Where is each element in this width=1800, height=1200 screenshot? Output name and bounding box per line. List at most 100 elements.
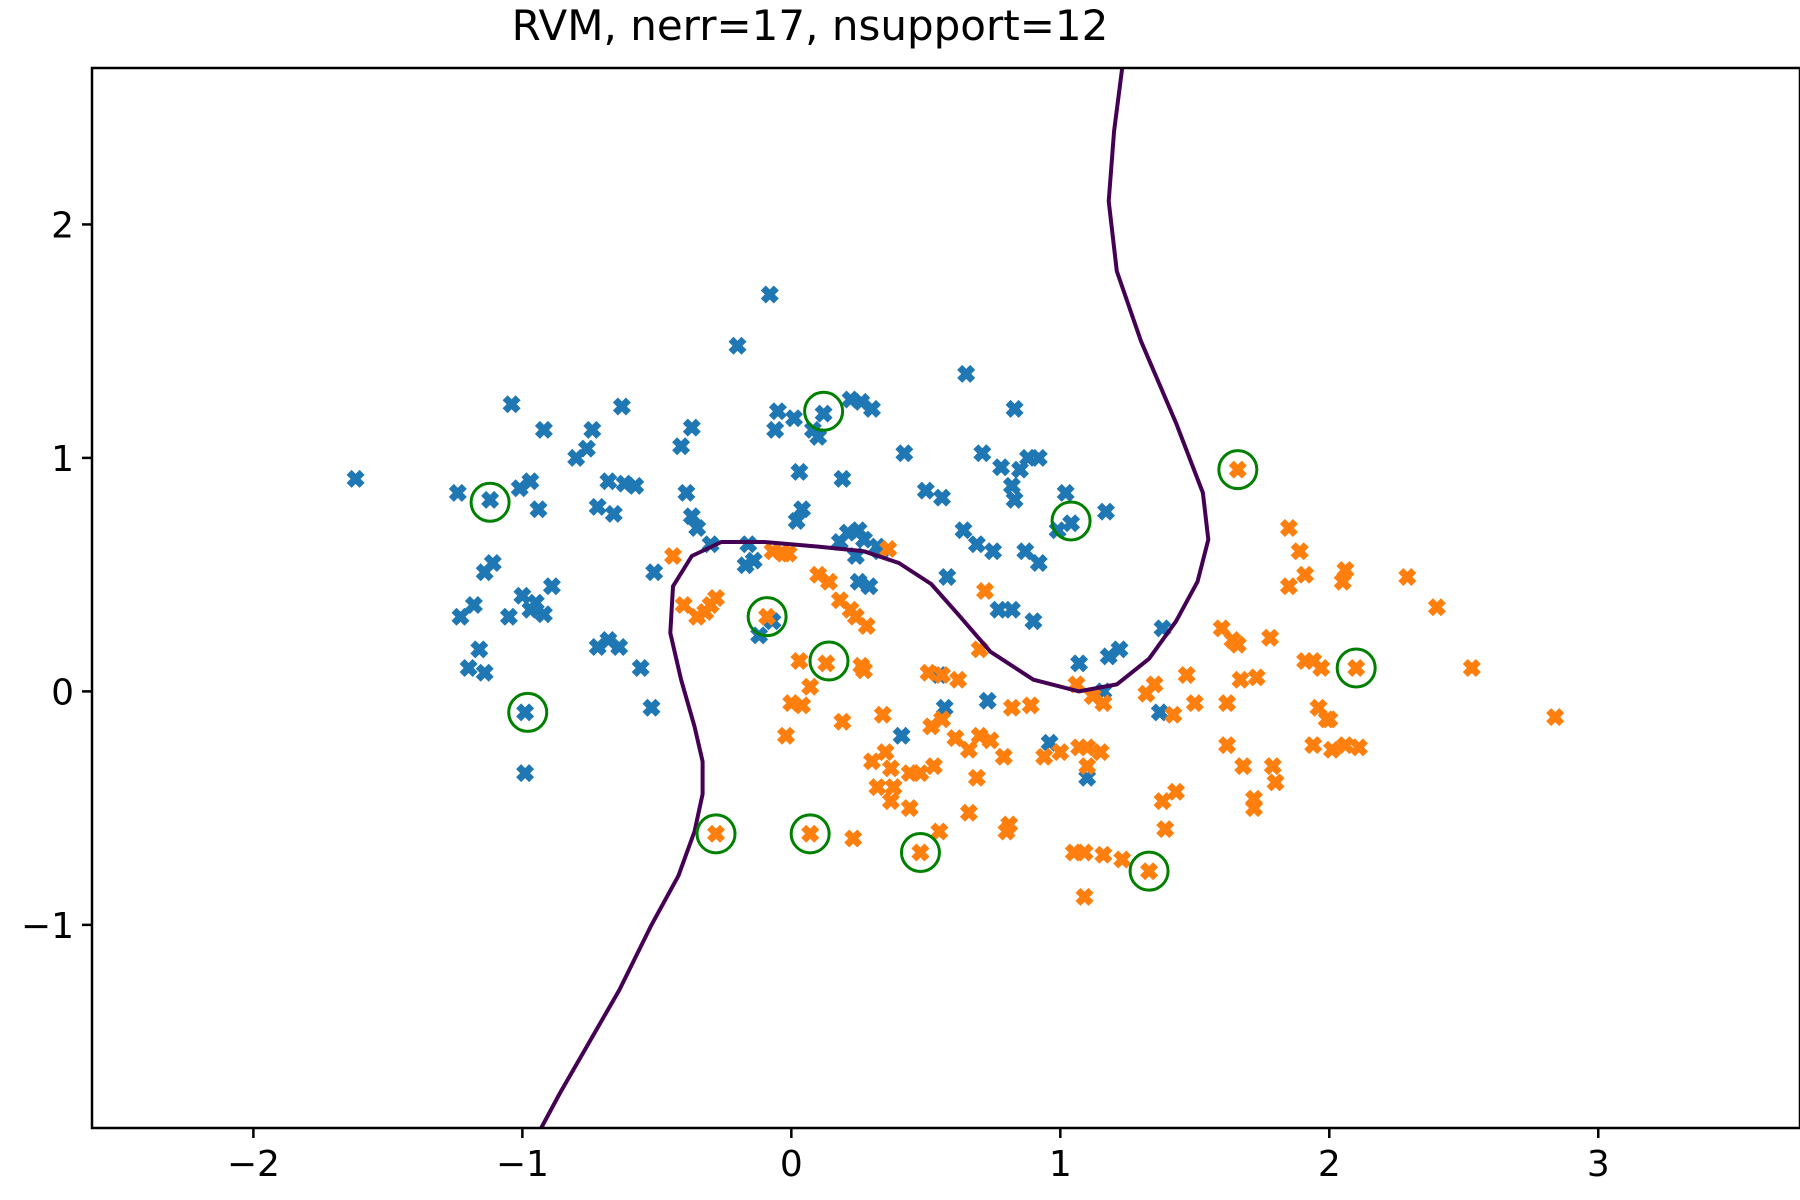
data-point xyxy=(1062,514,1081,533)
data-point xyxy=(967,768,986,787)
data-point xyxy=(1296,565,1315,584)
data-point xyxy=(801,677,820,696)
support-vector-circle xyxy=(1335,647,1377,689)
x-tick-label: 1 xyxy=(1049,1144,1072,1185)
data-point xyxy=(933,488,951,507)
data-point xyxy=(981,731,1000,750)
data-point xyxy=(1153,792,1172,811)
data-point xyxy=(930,822,949,841)
data-point xyxy=(933,666,951,684)
support-vector-circle xyxy=(1050,500,1092,542)
data-point xyxy=(516,703,535,722)
data-point xyxy=(688,519,707,537)
data-point xyxy=(1212,619,1231,638)
data-point xyxy=(1056,483,1075,502)
data-point xyxy=(1261,628,1280,647)
data-point xyxy=(1094,845,1113,864)
data-point xyxy=(809,427,828,446)
data-point xyxy=(863,399,881,418)
data-point xyxy=(1228,635,1247,654)
data-point xyxy=(860,577,879,596)
data-point xyxy=(664,547,682,565)
data-point xyxy=(984,542,1003,561)
support-vector-circle xyxy=(1128,850,1170,892)
data-point xyxy=(911,764,930,783)
data-point xyxy=(881,759,900,778)
data-point xyxy=(992,458,1011,477)
data-point xyxy=(701,596,720,614)
data-point xyxy=(1091,743,1110,762)
data-point xyxy=(790,652,809,670)
data-point xyxy=(516,764,535,783)
data-point xyxy=(577,439,596,458)
data-point xyxy=(499,607,518,626)
data-point xyxy=(994,747,1013,766)
data-point xyxy=(959,803,978,822)
data-point xyxy=(1304,736,1323,755)
data-point xyxy=(1336,561,1355,579)
data-point xyxy=(470,640,489,659)
data-point xyxy=(534,605,553,624)
data-point xyxy=(682,418,701,437)
data-point xyxy=(1002,476,1021,495)
data-point xyxy=(938,568,957,586)
data-point xyxy=(801,824,820,843)
y-tick-label: −1 xyxy=(21,906,74,947)
data-point xyxy=(777,726,795,745)
data-point xyxy=(451,607,470,626)
data-point xyxy=(1005,399,1024,418)
data-point xyxy=(631,659,650,677)
data-point xyxy=(1333,572,1352,591)
data-point xyxy=(1140,862,1159,881)
data-point xyxy=(1167,782,1185,801)
data-point xyxy=(612,397,631,416)
data-point xyxy=(739,535,758,554)
x-tick-label: −1 xyxy=(496,1144,549,1185)
data-point xyxy=(674,596,693,614)
data-point xyxy=(1051,743,1070,762)
data-point xyxy=(645,563,664,582)
data-point xyxy=(1097,502,1115,521)
data-point xyxy=(1156,820,1175,839)
data-point xyxy=(1002,698,1021,717)
data-point xyxy=(529,500,548,519)
data-point xyxy=(1247,668,1266,687)
data-point xyxy=(787,512,806,530)
data-point xyxy=(895,444,914,463)
series-class-1 xyxy=(664,460,1565,906)
support-vector-circle xyxy=(746,596,788,638)
data-point xyxy=(1323,740,1341,759)
data-point xyxy=(1021,696,1040,715)
data-point xyxy=(1005,490,1024,509)
plot-border xyxy=(90,66,1800,1130)
support-vector-circle xyxy=(695,813,737,855)
data-point xyxy=(1347,659,1366,677)
data-point xyxy=(959,740,978,759)
data-point xyxy=(911,843,930,862)
data-point xyxy=(916,481,935,500)
data-point xyxy=(949,670,968,689)
data-point xyxy=(1024,612,1043,631)
data-point xyxy=(464,596,483,614)
support-vectors xyxy=(469,390,1377,892)
data-point xyxy=(1094,694,1113,713)
y-tick-label: 0 xyxy=(51,672,74,713)
data-point xyxy=(346,469,365,488)
data-point xyxy=(1546,708,1565,727)
data-point xyxy=(857,617,876,635)
data-point xyxy=(513,586,532,605)
data-point xyxy=(768,402,787,421)
data-point xyxy=(933,710,951,729)
data-point xyxy=(1029,554,1048,572)
data-point xyxy=(833,469,852,488)
data-point xyxy=(1279,577,1298,596)
data-point xyxy=(855,661,873,680)
data-point xyxy=(1462,659,1481,677)
data-point xyxy=(1016,542,1035,561)
data-point xyxy=(1266,773,1285,792)
data-point xyxy=(1075,887,1094,906)
data-point xyxy=(1320,710,1339,729)
data-point xyxy=(1398,568,1417,586)
support-vector-circle xyxy=(469,481,511,523)
